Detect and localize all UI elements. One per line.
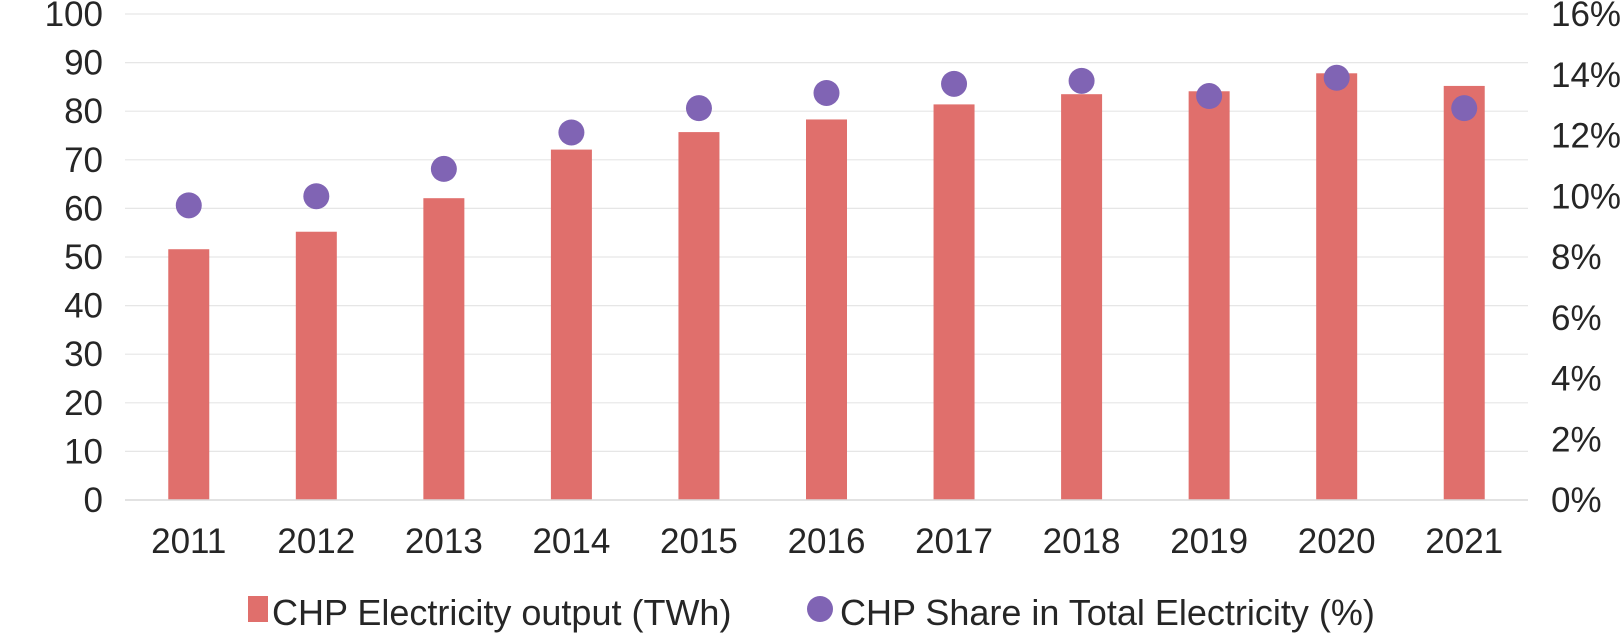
x-tick-label: 2017 xyxy=(915,522,993,561)
legend-swatch-dot xyxy=(807,596,833,622)
bar xyxy=(423,198,465,500)
legend-swatch-bar xyxy=(248,596,268,622)
x-axis: 2011 2012 2013 2014 2015 2016 2017 2018 2019 2020… xyxy=(125,499,1528,561)
bar-series xyxy=(168,73,1485,501)
x-tick-label: 2012 xyxy=(277,522,355,561)
dot xyxy=(1068,67,1095,94)
dot xyxy=(430,155,457,182)
right-tick-label: 14% xyxy=(1551,56,1620,95)
left-tick-label: 40 xyxy=(64,287,103,326)
bar xyxy=(168,249,210,500)
left-tick-label: 20 xyxy=(64,384,103,423)
dot-series xyxy=(175,64,1478,219)
bar xyxy=(806,119,847,500)
x-tick-label: 2018 xyxy=(1043,522,1121,561)
right-tick-label: 8% xyxy=(1551,238,1602,277)
x-tick-label: 2019 xyxy=(1170,522,1248,561)
right-tick-label: 0% xyxy=(1551,481,1602,520)
dot xyxy=(1196,83,1223,110)
x-tick-label: 2011 xyxy=(151,522,226,561)
left-tick-label: 70 xyxy=(64,141,103,180)
left-y-axis: 0 10 20 30 40 50 60 70 80 90 100 xyxy=(45,0,103,520)
dot xyxy=(685,95,712,122)
right-tick-label: 12% xyxy=(1551,117,1620,156)
left-tick-label: 30 xyxy=(64,335,103,374)
x-tick-label: 2020 xyxy=(1298,522,1376,561)
dot xyxy=(1451,95,1478,122)
dot xyxy=(558,119,585,146)
right-tick-label: 4% xyxy=(1551,360,1602,399)
legend: CHP Electricity output (TWh) CHP Share i… xyxy=(248,592,1375,633)
bar xyxy=(678,132,720,500)
bar xyxy=(1316,73,1358,501)
left-tick-label: 10 xyxy=(64,432,103,471)
x-tick-label: 2013 xyxy=(405,522,483,561)
dot xyxy=(1323,64,1350,91)
left-tick-label: 80 xyxy=(64,92,103,131)
bar xyxy=(1188,91,1230,501)
x-tick-label: 2015 xyxy=(660,522,738,561)
dot xyxy=(941,70,968,97)
left-tick-label: 0 xyxy=(84,481,103,520)
x-tick-label: 2021 xyxy=(1425,522,1503,561)
bar xyxy=(1061,94,1103,500)
bar xyxy=(1443,85,1485,500)
dot xyxy=(303,183,330,210)
left-tick-label: 50 xyxy=(64,238,103,277)
right-tick-label: 10% xyxy=(1551,177,1620,216)
bar xyxy=(550,149,592,500)
right-y-axis: 0% 2% 4% 6% 8% 10% 12% 14% 16% xyxy=(1551,0,1620,520)
dot xyxy=(175,192,202,219)
right-tick-label: 6% xyxy=(1551,299,1602,338)
dot xyxy=(813,79,840,106)
left-tick-label: 90 xyxy=(64,44,103,83)
left-tick-label: 60 xyxy=(64,189,103,228)
legend-label-bar: CHP Electricity output (TWh) xyxy=(272,592,731,633)
right-tick-label: 2% xyxy=(1551,420,1602,459)
bar xyxy=(933,104,975,500)
left-tick-label: 100 xyxy=(45,0,103,34)
bar xyxy=(295,231,337,500)
x-tick-label: 2016 xyxy=(788,522,866,561)
legend-label-dot: CHP Share in Total Electricity (%) xyxy=(840,592,1375,633)
x-tick-label: 2014 xyxy=(532,522,610,561)
right-tick-label: 16% xyxy=(1551,0,1620,34)
